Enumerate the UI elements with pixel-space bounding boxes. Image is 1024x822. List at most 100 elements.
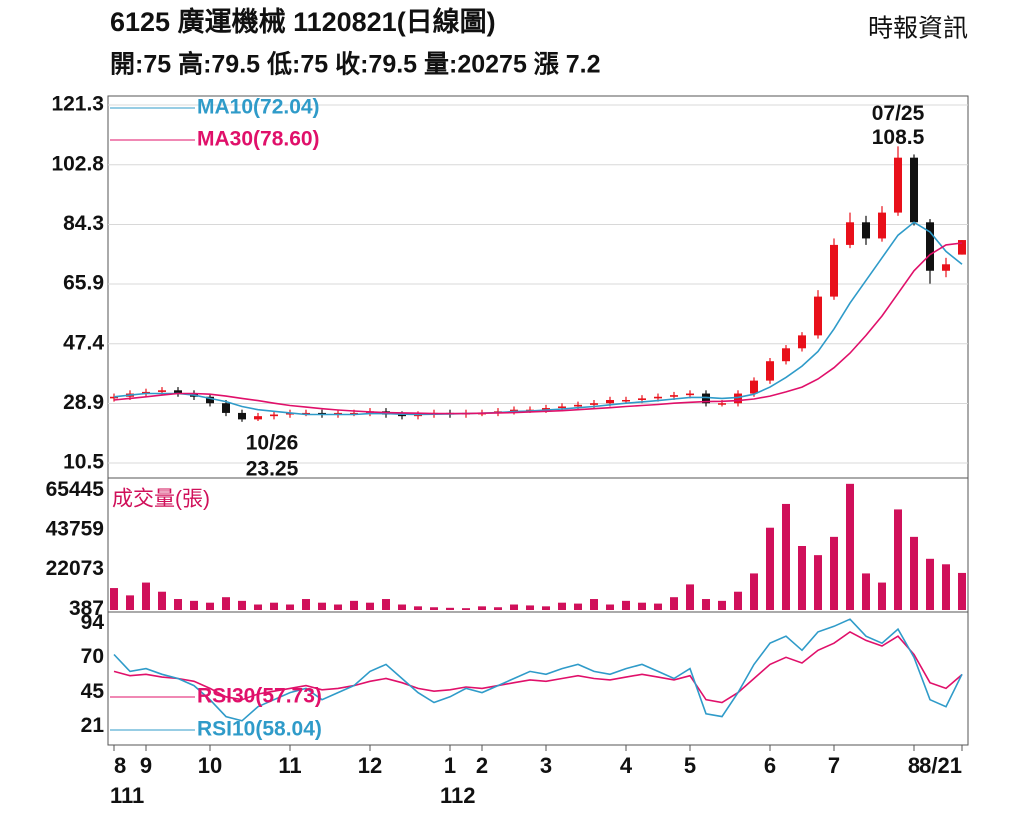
candle-body [926,222,934,271]
candle-body [750,380,758,394]
volume-bar [206,602,214,610]
volume-bar [334,604,342,610]
candle-body [894,157,902,213]
volume-bar [238,600,246,610]
series-line [113,221,963,416]
candle-body [798,335,806,349]
candle-body [622,399,630,402]
candle-body [414,414,422,417]
volume-bar [462,608,470,610]
candle-body [238,412,246,420]
x-tick-label: 1 [444,753,456,778]
y-tick-label: 21 [81,714,105,737]
x-tick-label: 8 [114,753,126,778]
volume-bar [942,564,950,610]
candle-body [654,396,662,399]
volume-bar [686,584,694,610]
volume-bar [766,527,774,610]
candle-body [670,395,678,397]
volume-bar [222,597,230,610]
candle-body [734,393,742,404]
x-tick-label: 2 [476,753,488,778]
volume-bar [702,599,710,610]
volume-bar [718,600,726,610]
candle-body [878,212,886,239]
candle-body [270,414,278,417]
volume-bar [622,600,630,610]
volume-bar [478,606,486,610]
x-tick-label: 10 [198,753,222,778]
y-tick-label: 84.3 [63,212,104,235]
volume-bar [558,602,566,610]
y-tick-label: 65445 [46,478,105,501]
volume-bar [158,591,166,610]
series-line [113,618,963,722]
volume-bar [446,607,454,610]
y-tick-label: 45 [81,680,105,703]
candle-body [558,406,566,409]
volume-bar [798,546,806,610]
candle-body [830,244,838,297]
volume-bar [398,604,406,610]
volume-bar [430,607,438,610]
volume-bar [734,591,742,610]
annotation-value: 108.5 [872,126,925,149]
volume-bar [542,606,550,610]
candle-body [766,361,774,381]
y-tick-label: 65.9 [63,272,104,295]
candle-body [910,157,918,223]
candle-body [158,390,166,392]
candle-body [206,396,214,404]
candle-body [958,240,966,255]
candle-body [222,403,230,413]
y-tick-label: 387 [69,597,104,620]
frame [107,95,969,746]
x-tick-label: 7 [828,753,840,778]
y-tick-label: 47.4 [63,331,104,354]
candle-body [718,403,726,405]
x-tick-label: 8 [908,753,920,778]
volume-bar [526,605,534,610]
y-tick-label: 28.9 [63,391,104,414]
volume-bar [750,573,758,610]
candle-body [590,403,598,405]
candle-body [398,414,406,417]
y-tick-label: 94 [81,611,105,634]
volume-bar [174,599,182,610]
y-tick-label: 43759 [46,518,104,541]
volume-bar [830,536,838,610]
candle-body [814,296,822,336]
x-tick-label: 8/21 [919,753,962,778]
volume-bar [846,483,854,610]
candle-body [846,222,854,245]
volume-bar [302,599,310,610]
volume-bar [654,603,662,610]
candle-body [606,399,614,404]
candle-body [110,396,118,399]
year-label: 112 [440,783,476,808]
subtitle: 開:75 高:79.5 低:75 收:79.5 量:20275 漲 7.2 [110,50,601,79]
volume-bar [254,604,262,610]
candle-body [286,412,294,415]
volume-bar [286,604,294,610]
volume-bar [878,582,886,610]
volume-bar [862,573,870,610]
volume-bar [190,600,198,610]
y-tick-label: 121.3 [51,93,104,116]
volume-bar [142,582,150,610]
candle-body [302,412,310,415]
y-tick-label: 70 [81,645,104,668]
volume-bar [894,509,902,610]
candle-body [254,416,262,420]
y-tick-label: 102.8 [51,152,104,175]
legend-label: MA10(72.04) [197,96,320,119]
candle-body [542,408,550,410]
candle-body [862,222,870,239]
volume-bar [590,599,598,610]
volume-bar [110,588,118,610]
x-tick-label: 9 [140,753,152,778]
annotation-date: 07/25 [872,102,925,125]
x-tick-label: 3 [540,753,552,778]
x-tick-label: 12 [358,753,382,778]
volume-bar [270,602,278,610]
